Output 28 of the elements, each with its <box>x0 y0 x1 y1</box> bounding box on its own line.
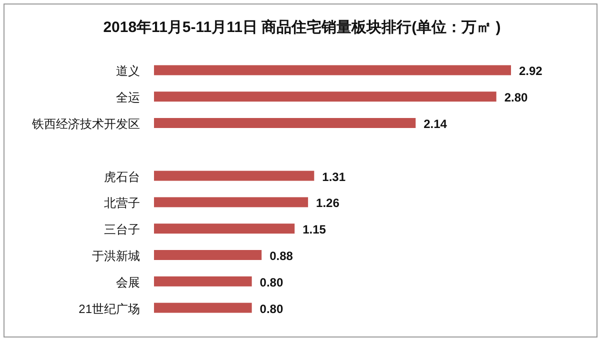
y-tick-label: 北营子 <box>104 196 140 210</box>
bar <box>154 302 252 313</box>
bar <box>154 65 511 76</box>
data-label: 1.26 <box>316 196 340 210</box>
y-tick-label: 虎石台 <box>104 170 140 184</box>
chart-title: 2018年11月5-11月11日 商品住宅销量板块排行(单位：万㎡ ) <box>103 18 501 36</box>
y-tick-label: 铁西经济技术开发区 <box>31 117 140 131</box>
bar <box>154 118 416 128</box>
data-label: 0.80 <box>260 302 284 316</box>
y-tick-label: 21世纪广场 <box>78 302 140 316</box>
bar <box>154 170 314 181</box>
y-tick-label: 于洪新城 <box>92 249 140 263</box>
data-label: 1.31 <box>322 170 346 184</box>
data-label: 2.14 <box>424 117 448 131</box>
y-tick-label: 会展 <box>116 275 140 290</box>
y-tick-label: 全运 <box>116 90 140 105</box>
bar <box>154 276 252 286</box>
bar <box>154 250 262 260</box>
y-tick-label: 三台子 <box>104 222 140 237</box>
data-label: 2.92 <box>519 64 543 78</box>
data-label: 0.80 <box>260 275 284 290</box>
bar <box>154 197 308 208</box>
y-tick-label: 道义 <box>116 64 140 78</box>
data-label: 0.88 <box>270 249 294 263</box>
data-label: 1.15 <box>302 222 326 237</box>
bar <box>154 92 496 102</box>
data-label: 2.80 <box>504 90 528 105</box>
bar <box>154 224 295 234</box>
